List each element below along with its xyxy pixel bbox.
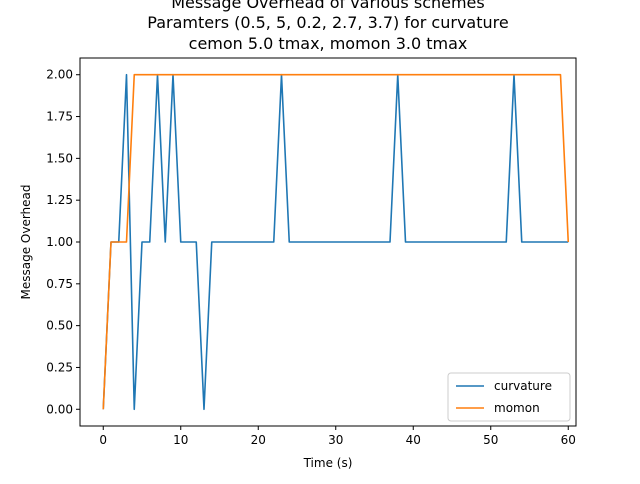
y-tick-label: 0.25: [46, 360, 73, 374]
x-tick-label: 0: [99, 433, 107, 447]
x-tick-label: 20: [251, 433, 266, 447]
y-tick-label: 1.75: [46, 110, 73, 124]
x-tick-label: 60: [561, 433, 576, 447]
x-tick-label: 50: [483, 433, 498, 447]
x-axis-label: Time (s): [303, 456, 353, 470]
legend-frame: [447, 372, 571, 422]
series-line-momon: [102, 73, 570, 410]
y-tick-label: 0.00: [46, 402, 73, 416]
series-line-curvature: [102, 73, 569, 411]
y-tick-label: 0.50: [46, 319, 73, 333]
y-axis-label: Message Overhead: [19, 184, 33, 299]
y-tick-label: 1.50: [46, 151, 73, 165]
y-tick-label: 0.75: [46, 277, 73, 291]
x-tick-label: 40: [406, 433, 421, 447]
y-tick-label: 1.25: [46, 193, 73, 207]
y-tick-label: 1.00: [46, 235, 73, 249]
y-axis-ticks: 0.00 0.25 0.50 0.75 1.00 1.25 1.50 1.75 2.00: [46, 68, 80, 416]
legend: curvature momon: [447, 372, 571, 422]
chart-title-line-3: cemon 5.0 tmax, momon 3.0 tmax: [189, 34, 468, 53]
x-tick-label: 10: [173, 433, 188, 447]
legend-label-momon: momon: [494, 401, 540, 415]
chart-title-line-2: Paramters (0.5, 5, 0.2, 2.7, 3.7) for cu…: [147, 13, 508, 32]
x-tick-label: 30: [328, 433, 343, 447]
legend-label-curvature: curvature: [494, 379, 552, 393]
chart-title-line-1: Message Overhead of various schemes: [171, 0, 484, 12]
x-axis-ticks: 0 10 20 30 40 50 60: [99, 426, 576, 447]
series-group: [102, 73, 570, 411]
y-tick-label: 2.00: [46, 68, 73, 82]
